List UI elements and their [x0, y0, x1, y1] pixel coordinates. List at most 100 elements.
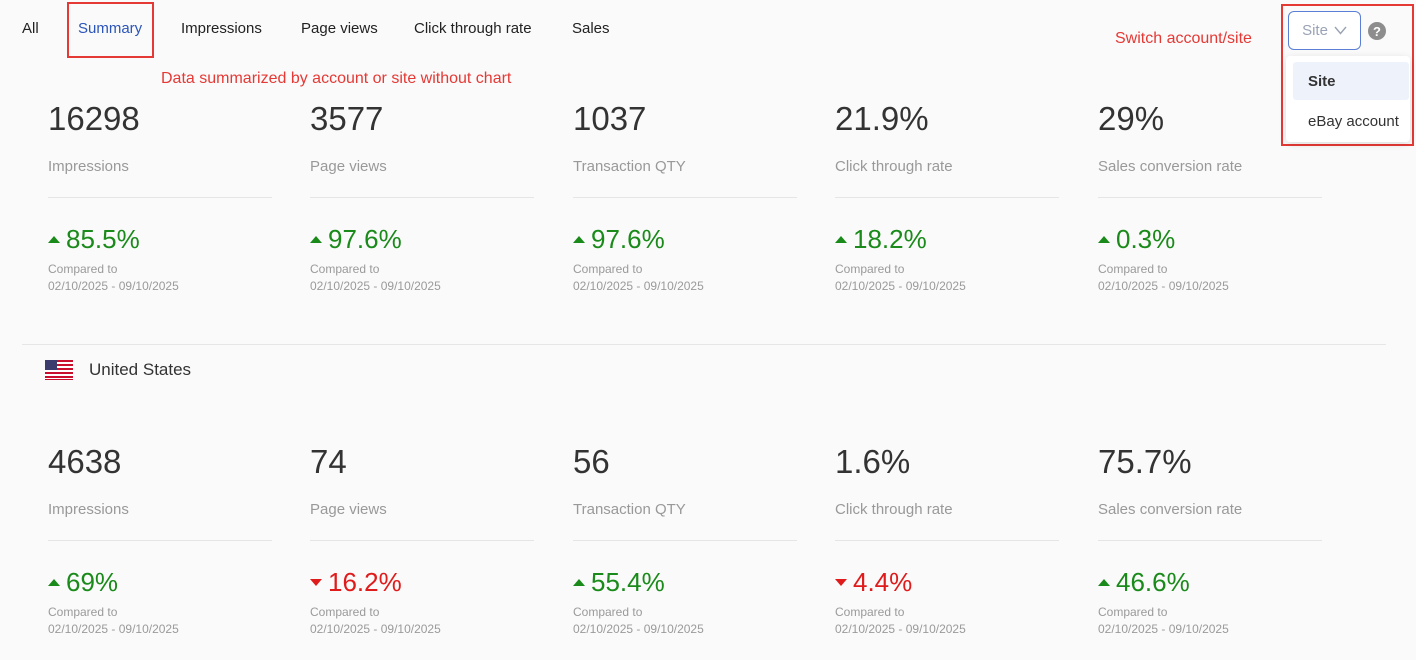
compared-to-label: Compared to: [573, 262, 643, 276]
dropdown-option-site[interactable]: Site: [1293, 62, 1409, 100]
metric-value: 21.9%: [835, 100, 929, 137]
compared-range: 02/10/2025 - 09/10/2025: [573, 622, 704, 636]
metric-comparison: Compared to 02/10/2025 - 09/10/2025: [573, 604, 704, 638]
site-select-value: Site: [1302, 22, 1328, 39]
metric-change: 4.4%: [835, 567, 912, 598]
site-dropdown-menu: Site eBay account: [1286, 56, 1410, 142]
metric-change: 97.6%: [310, 224, 402, 255]
compared-to-label: Compared to: [835, 605, 905, 619]
tab-all[interactable]: All: [22, 20, 39, 37]
site-select[interactable]: Site: [1288, 11, 1361, 50]
triangle-up-icon: [573, 579, 585, 586]
us-flag-icon: [45, 360, 73, 380]
switch-highlight-box: [1281, 4, 1414, 146]
metric-change-value: 4.4%: [853, 567, 913, 597]
metric-value: 16298: [48, 100, 140, 137]
metric-divider: [573, 540, 797, 541]
metric-value: 1037: [573, 100, 647, 137]
metric-change: 55.4%: [573, 567, 665, 598]
metric-value: 75.7%: [1098, 443, 1192, 480]
dropdown-option-ebay-account[interactable]: eBay account: [1308, 112, 1399, 130]
metric-value: 56: [573, 443, 610, 480]
metric-change: 46.6%: [1098, 567, 1190, 598]
metric-label: Impressions: [48, 158, 129, 175]
triangle-up-icon: [48, 236, 60, 243]
compared-to-label: Compared to: [310, 605, 380, 619]
metric-divider: [573, 197, 797, 198]
tab-click-through-rate[interactable]: Click through rate: [414, 20, 532, 37]
metric-label: Impressions: [48, 501, 129, 518]
compared-range: 02/10/2025 - 09/10/2025: [835, 622, 966, 636]
compared-range: 02/10/2025 - 09/10/2025: [48, 279, 179, 293]
compared-to-label: Compared to: [573, 605, 643, 619]
metric-divider: [310, 540, 534, 541]
chevron-down-icon: [1334, 26, 1347, 35]
compared-range: 02/10/2025 - 09/10/2025: [1098, 622, 1229, 636]
metric-change-value: 46.6%: [1116, 567, 1190, 597]
metric-label: Sales conversion rate: [1098, 158, 1243, 175]
metric-comparison: Compared to 02/10/2025 - 09/10/2025: [1098, 604, 1229, 638]
triangle-up-icon: [835, 236, 847, 243]
compared-range: 02/10/2025 - 09/10/2025: [48, 622, 179, 636]
summary-highlight-box: [67, 2, 154, 58]
section-divider: [22, 344, 1386, 345]
compared-to-label: Compared to: [48, 262, 118, 276]
metric-label: Page views: [310, 501, 387, 518]
metric-comparison: Compared to 02/10/2025 - 09/10/2025: [573, 261, 704, 295]
metric-change-value: 69%: [66, 567, 119, 597]
triangle-up-icon: [310, 236, 322, 243]
metric-comparison: Compared to 02/10/2025 - 09/10/2025: [835, 261, 966, 295]
metric-comparison: Compared to 02/10/2025 - 09/10/2025: [310, 261, 441, 295]
metric-value: 3577: [310, 100, 384, 137]
metric-change-value: 97.6%: [328, 224, 402, 254]
switch-annotation: Switch account/site: [1115, 30, 1252, 47]
metric-label: Transaction QTY: [573, 158, 686, 175]
metric-label: Click through rate: [835, 501, 953, 518]
help-icon[interactable]: ?: [1368, 22, 1386, 40]
tab-summary[interactable]: Summary: [78, 20, 143, 37]
triangle-down-icon: [310, 579, 322, 586]
tab-sales[interactable]: Sales: [572, 20, 610, 37]
metric-divider: [835, 540, 1059, 541]
metric-change-value: 18.2%: [853, 224, 927, 254]
triangle-up-icon: [1098, 236, 1110, 243]
tab-impressions[interactable]: Impressions: [181, 20, 262, 37]
metric-change: 85.5%: [48, 224, 140, 255]
triangle-up-icon: [1098, 579, 1110, 586]
triangle-up-icon: [48, 579, 60, 586]
compared-to-label: Compared to: [310, 262, 380, 276]
compared-to-label: Compared to: [48, 605, 118, 619]
compared-range: 02/10/2025 - 09/10/2025: [835, 279, 966, 293]
metric-comparison: Compared to 02/10/2025 - 09/10/2025: [835, 604, 966, 638]
compared-to-label: Compared to: [835, 262, 905, 276]
metric-label: Page views: [310, 158, 387, 175]
metric-value: 74: [310, 443, 347, 480]
metric-label: Click through rate: [835, 158, 953, 175]
metric-change: 18.2%: [835, 224, 927, 255]
metric-change-value: 55.4%: [591, 567, 665, 597]
metric-change-value: 85.5%: [66, 224, 140, 254]
compared-range: 02/10/2025 - 09/10/2025: [310, 622, 441, 636]
metric-change: 16.2%: [310, 567, 402, 598]
metric-change: 97.6%: [573, 224, 665, 255]
compared-to-label: Compared to: [1098, 605, 1168, 619]
metric-divider: [48, 197, 272, 198]
country-name: United States: [89, 360, 192, 379]
metric-divider: [48, 540, 272, 541]
compared-to-label: Compared to: [1098, 262, 1168, 276]
triangle-down-icon: [835, 579, 847, 586]
tab-page-views[interactable]: Page views: [301, 20, 378, 37]
metric-comparison: Compared to 02/10/2025 - 09/10/2025: [48, 604, 179, 638]
metric-label: Sales conversion rate: [1098, 501, 1243, 518]
metric-change-value: 0.3%: [1116, 224, 1176, 254]
metric-change: 69%: [48, 567, 118, 598]
metric-divider: [310, 197, 534, 198]
metric-change: 0.3%: [1098, 224, 1175, 255]
compared-range: 02/10/2025 - 09/10/2025: [1098, 279, 1229, 293]
compared-range: 02/10/2025 - 09/10/2025: [573, 279, 704, 293]
metric-value: 29%: [1098, 100, 1165, 137]
triangle-up-icon: [573, 236, 585, 243]
country-header: United States: [45, 360, 191, 380]
metric-value: 4638: [48, 443, 122, 480]
metric-comparison: Compared to 02/10/2025 - 09/10/2025: [1098, 261, 1229, 295]
